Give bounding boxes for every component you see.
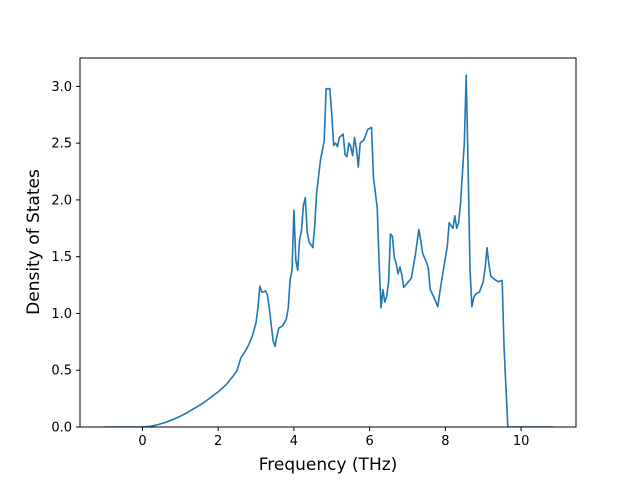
- y-tick-label: 0.0: [51, 421, 72, 436]
- y-tick-label: 0.5: [51, 364, 72, 379]
- dos-series-line: [104, 74, 554, 427]
- x-ticks: 0 2 4 6 8 10: [138, 427, 529, 449]
- x-axis-label: Frequency (THz): [259, 455, 398, 475]
- x-tick-label: 10: [513, 434, 530, 449]
- axes-frame: [79, 57, 577, 428]
- y-tick-label: 1.0: [51, 307, 72, 322]
- x-tick-label: 0: [138, 434, 146, 449]
- y-tick-label: 2.5: [51, 137, 72, 152]
- y-ticks: 0.0 0.5 1.0 1.5 2.0 2.5 3.0: [51, 80, 80, 436]
- x-tick-label: 4: [290, 434, 298, 449]
- x-tick-label: 8: [441, 434, 449, 449]
- y-tick-label: 2.0: [51, 193, 72, 208]
- x-tick-label: 2: [214, 434, 222, 449]
- x-tick-label: 6: [366, 434, 374, 449]
- plot-layer: [104, 74, 554, 427]
- y-tick-label: 1.5: [51, 250, 72, 265]
- y-tick-label: 3.0: [51, 80, 72, 95]
- y-axis-label: Density of States: [24, 169, 44, 315]
